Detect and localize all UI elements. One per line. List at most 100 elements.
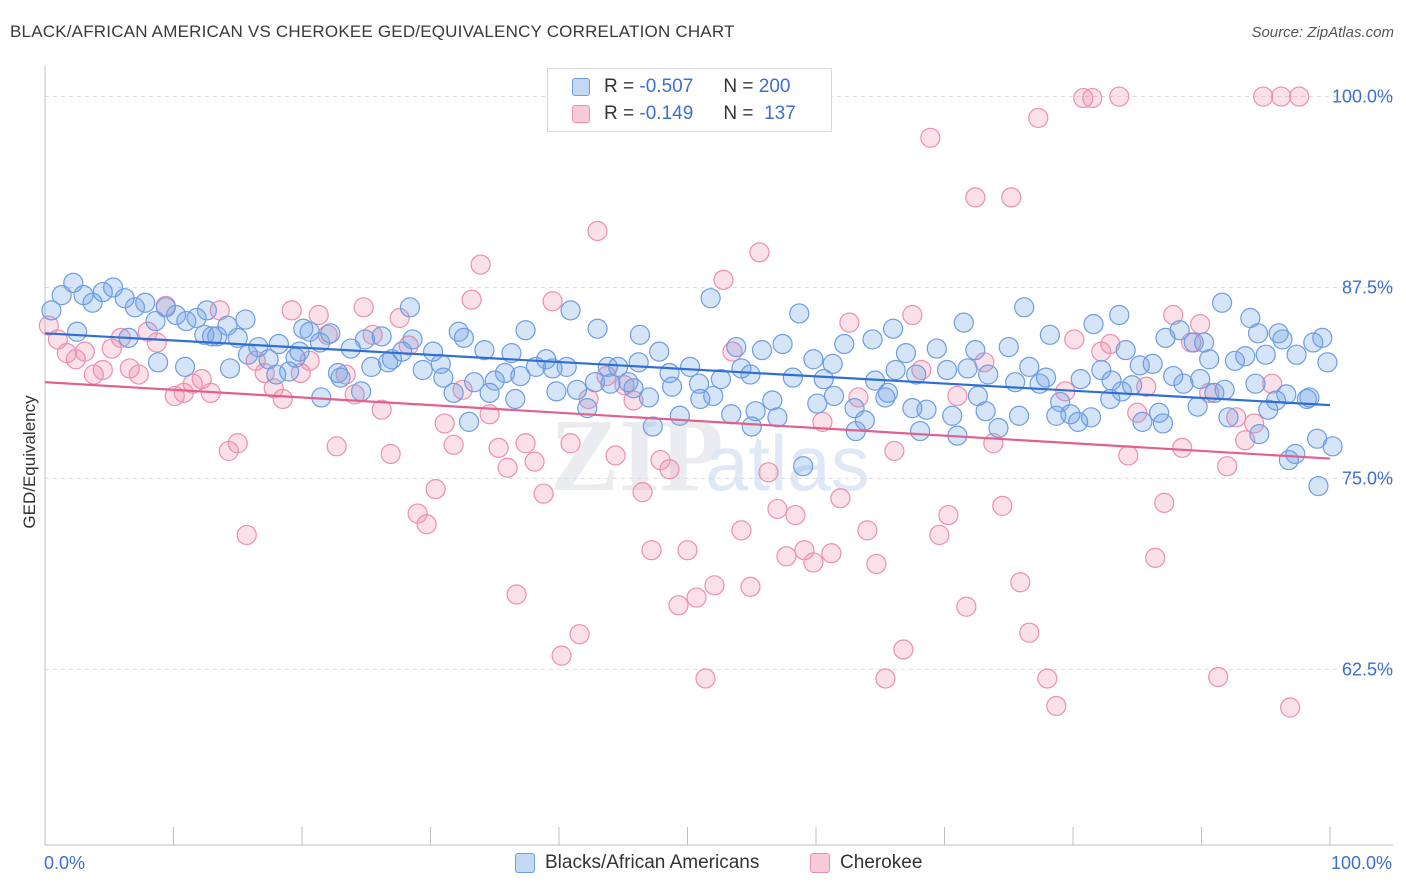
cherokee-point-70 (668, 595, 689, 616)
black-point-204 (1258, 399, 1279, 420)
black-point-197 (807, 393, 828, 414)
cherokee-point-47 (461, 289, 482, 310)
cherokee-point-55 (533, 483, 554, 504)
series-black-points (41, 272, 1343, 497)
cherokee-point-27 (281, 300, 302, 321)
legend-n-label: N = (723, 103, 754, 124)
black-point-82 (885, 359, 906, 381)
black-point-156 (623, 378, 644, 399)
cherokee-point-90 (848, 387, 869, 408)
black-point-46 (515, 320, 536, 341)
black-point-174 (448, 321, 469, 342)
black-point-39 (443, 382, 464, 403)
cherokee-point-48 (470, 254, 491, 275)
source-label: Source: ZipAtlas.com (1251, 24, 1394, 41)
cherokee-point-52 (506, 584, 527, 605)
cherokee-point-44 (434, 413, 455, 434)
cherokee-point-130 (1208, 666, 1229, 688)
cherokee-point-81 (767, 498, 788, 520)
bottom-legend-label-cherokee: Cherokee (840, 852, 923, 873)
cherokee-point-69 (659, 459, 680, 480)
cherokee-point-78 (740, 576, 761, 597)
black-point-35 (402, 329, 423, 350)
black-point-49 (546, 381, 567, 402)
black-point-173 (399, 297, 421, 318)
cherokee-point-59 (569, 624, 590, 645)
black-point-1 (51, 285, 72, 306)
black-point-42 (474, 340, 495, 361)
black-point-143 (1148, 402, 1170, 423)
black-point-140 (1035, 367, 1057, 388)
legend-r-label: R = (604, 76, 635, 97)
legend-row-cherokee: R = -0.149 N = 137 (548, 100, 796, 128)
black-point-179 (862, 329, 883, 350)
cherokee-point-35 (353, 297, 374, 318)
cherokee-point-109 (1019, 622, 1040, 643)
y-tick-label-1: 75.0% (1342, 468, 1393, 488)
black-point-72 (782, 367, 803, 388)
black-point-97 (1039, 324, 1060, 345)
cherokee-point-42 (416, 514, 437, 535)
legend-row-black: R = -0.507 N = 200 (548, 73, 790, 101)
black-point-0 (41, 300, 62, 321)
black-point-185 (1240, 307, 1261, 329)
cherokee-point-121 (1127, 402, 1148, 423)
legend-r-value-cherokee: -0.149 (639, 103, 694, 124)
bottom-legend-black: Blacks/African Americans (515, 852, 759, 874)
black-point-192 (354, 329, 376, 350)
cherokee-point-80 (758, 462, 779, 483)
cherokee-point-99 (929, 524, 950, 546)
cherokee-point-132 (1226, 407, 1247, 428)
black-point-117 (1245, 373, 1266, 394)
legend-r-label: R = (604, 103, 635, 124)
black-point-57 (628, 352, 649, 373)
black-point-102 (1091, 359, 1112, 381)
black-point-74 (803, 349, 824, 370)
cherokee-point-77 (731, 520, 752, 541)
black-point-135 (767, 407, 788, 428)
bottom-legend-cherokee: Cherokee (810, 852, 922, 874)
cherokee-point-98 (920, 127, 941, 148)
cherokee-point-26 (272, 388, 293, 410)
cherokee-point-30 (308, 304, 329, 326)
black-point-128 (327, 362, 349, 384)
black-point-132 (584, 372, 606, 393)
cherokee-point-134 (1244, 413, 1265, 434)
cherokee-point-83 (785, 504, 806, 526)
black-point-180 (953, 312, 974, 333)
black-point-149 (67, 321, 88, 342)
black-point-151 (174, 356, 196, 378)
cherokee-point-6 (92, 359, 113, 381)
black-point-107 (1142, 353, 1163, 374)
black-point-154 (479, 382, 500, 403)
cherokee-point-32 (326, 436, 347, 457)
black-point-77 (834, 333, 855, 355)
cherokee-point-93 (875, 668, 896, 689)
cherokee-point-106 (992, 495, 1013, 517)
black-point-41 (464, 372, 485, 393)
y-tick-label-2: 87.5% (1342, 277, 1393, 297)
black-point-203 (1199, 349, 1220, 370)
black-point-125 (1322, 436, 1343, 457)
cherokee-point-87 (821, 543, 842, 564)
black-point-62 (679, 356, 701, 378)
cherokee-point-100 (938, 504, 959, 526)
black-point-47 (525, 356, 546, 378)
black-point-170 (194, 324, 215, 345)
cherokee-point-22 (236, 524, 257, 546)
cherokee-point-111 (1037, 668, 1058, 689)
black-point-200 (1046, 405, 1067, 426)
black-point-106 (1132, 411, 1153, 432)
cherokee-point-103 (965, 187, 986, 208)
black-point-8 (124, 297, 146, 318)
black-point-27 (320, 323, 341, 344)
black-point-33 (381, 349, 403, 370)
cherokee-point-123 (1145, 547, 1166, 568)
black-point-89 (957, 358, 978, 379)
cherokee-point-110 (1028, 107, 1049, 129)
black-point-66 (721, 404, 742, 425)
cherokee-point-37 (371, 399, 392, 420)
black-point-43 (484, 370, 505, 391)
black-point-181 (1014, 297, 1035, 318)
black-point-142 (1115, 340, 1136, 361)
